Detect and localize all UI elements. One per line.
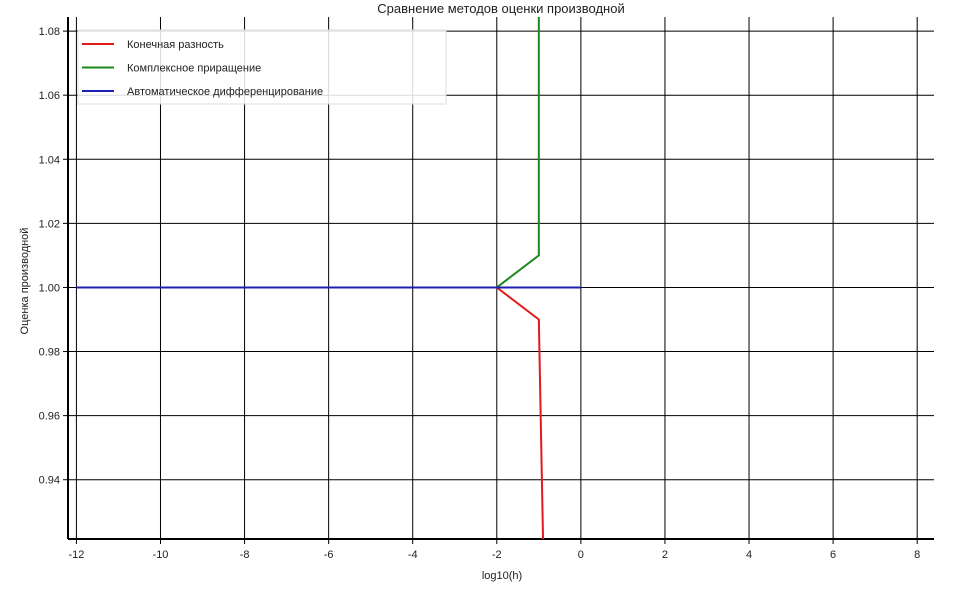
y-tick-label: 0.96 [39, 411, 60, 423]
y-tick-label: 0.98 [39, 347, 60, 359]
x-tick-label: -2 [492, 549, 502, 561]
x-tick-label: -10 [153, 549, 169, 561]
x-tick-label: 4 [746, 549, 752, 561]
legend[interactable]: Конечная разность Комплексное приращение А… [77, 29, 447, 105]
y-tick-label: 1.02 [39, 218, 60, 230]
x-tick-label: -4 [408, 549, 418, 561]
series-lines [76, 17, 581, 539]
y-axis-title: Оценка производной [19, 228, 31, 335]
legend-label: Комплексное приращение [127, 63, 261, 75]
x-tick-label: 0 [578, 549, 584, 561]
y-tick-label: 1.00 [39, 282, 60, 294]
series-line-1 [76, 286, 545, 539]
chart-title: Сравнение методов оценки производной [377, 1, 624, 16]
y-tick-label: 1.04 [39, 154, 60, 166]
x-tick-label: -12 [68, 549, 84, 561]
y-tick-label: 0.94 [39, 475, 60, 487]
axes: -12 -10 -8 -6 -4 -2 0 2 4 6 8 0.94 0.96 0.98 1.00 1.02 1… [39, 17, 934, 561]
x-tick-label: 2 [662, 549, 668, 561]
grid [68, 17, 934, 539]
x-tick-label: -8 [240, 549, 250, 561]
x-tick-label: -6 [324, 549, 334, 561]
x-tick-label: 8 [914, 549, 920, 561]
x-axis-title: log10(h) [482, 570, 522, 582]
y-tick-label: 1.06 [39, 90, 60, 102]
legend-label: Конечная разность [127, 39, 224, 51]
x-tick-label: 6 [830, 549, 836, 561]
y-tick-label: 1.08 [39, 26, 60, 38]
legend-label: Автоматическое дифференцирование [127, 86, 323, 98]
legend-box [77, 29, 447, 105]
